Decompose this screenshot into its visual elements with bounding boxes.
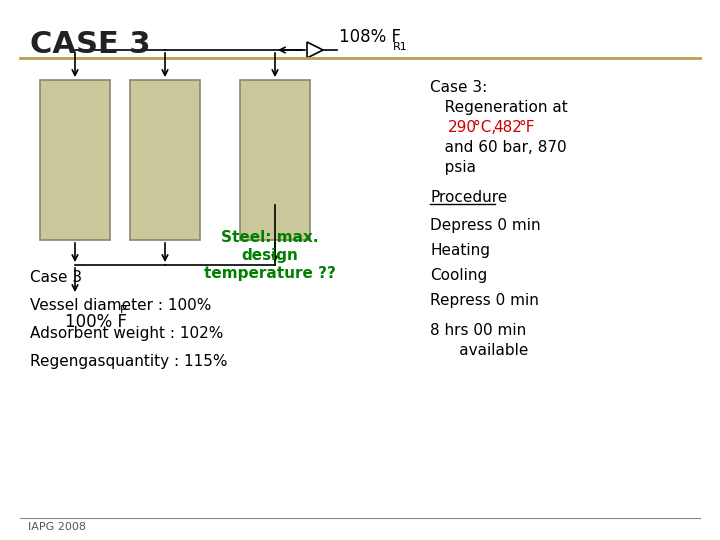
Bar	[130, 80, 200, 240]
Text: 108% F: 108% F	[339, 28, 401, 46]
Text: psia: psia	[430, 160, 476, 175]
Text: IAPG 2008: IAPG 2008	[28, 522, 86, 532]
Text: available: available	[430, 343, 528, 358]
Text: design: design	[242, 248, 298, 263]
Text: P: P	[120, 305, 127, 315]
Text: CASE 3: CASE 3	[30, 30, 150, 59]
Text: 290: 290	[448, 120, 477, 135]
Text: Cooling: Cooling	[430, 268, 487, 283]
Text: Vessel diameter : 100%: Vessel diameter : 100%	[30, 298, 212, 313]
Text: Steel: max.: Steel: max.	[221, 230, 319, 245]
Text: Case 3: Case 3	[30, 270, 82, 285]
Text: 100% F: 100% F	[65, 313, 127, 331]
Text: Heating: Heating	[430, 243, 490, 258]
Text: Case 3:: Case 3:	[430, 80, 487, 95]
Text: R1: R1	[393, 42, 408, 52]
Text: 482: 482	[493, 120, 522, 135]
Text: °F: °F	[518, 120, 534, 135]
Text: Regengasquantity : 115%: Regengasquantity : 115%	[30, 354, 228, 369]
Text: and 60 bar, 870: and 60 bar, 870	[430, 140, 567, 155]
Polygon shape	[307, 42, 323, 58]
Text: Depress 0 min: Depress 0 min	[430, 218, 541, 233]
Text: Repress 0 min: Repress 0 min	[430, 293, 539, 308]
Text: Procedure: Procedure	[430, 190, 508, 205]
Text: temperature ??: temperature ??	[204, 266, 336, 281]
Text: 8 hrs 00 min: 8 hrs 00 min	[430, 323, 526, 338]
Text: Regeneration at: Regeneration at	[430, 100, 568, 115]
Text: °C,: °C,	[473, 120, 501, 135]
Bar	[240, 80, 310, 240]
Bar	[40, 80, 110, 240]
Text: Adsorbent weight : 102%: Adsorbent weight : 102%	[30, 326, 223, 341]
